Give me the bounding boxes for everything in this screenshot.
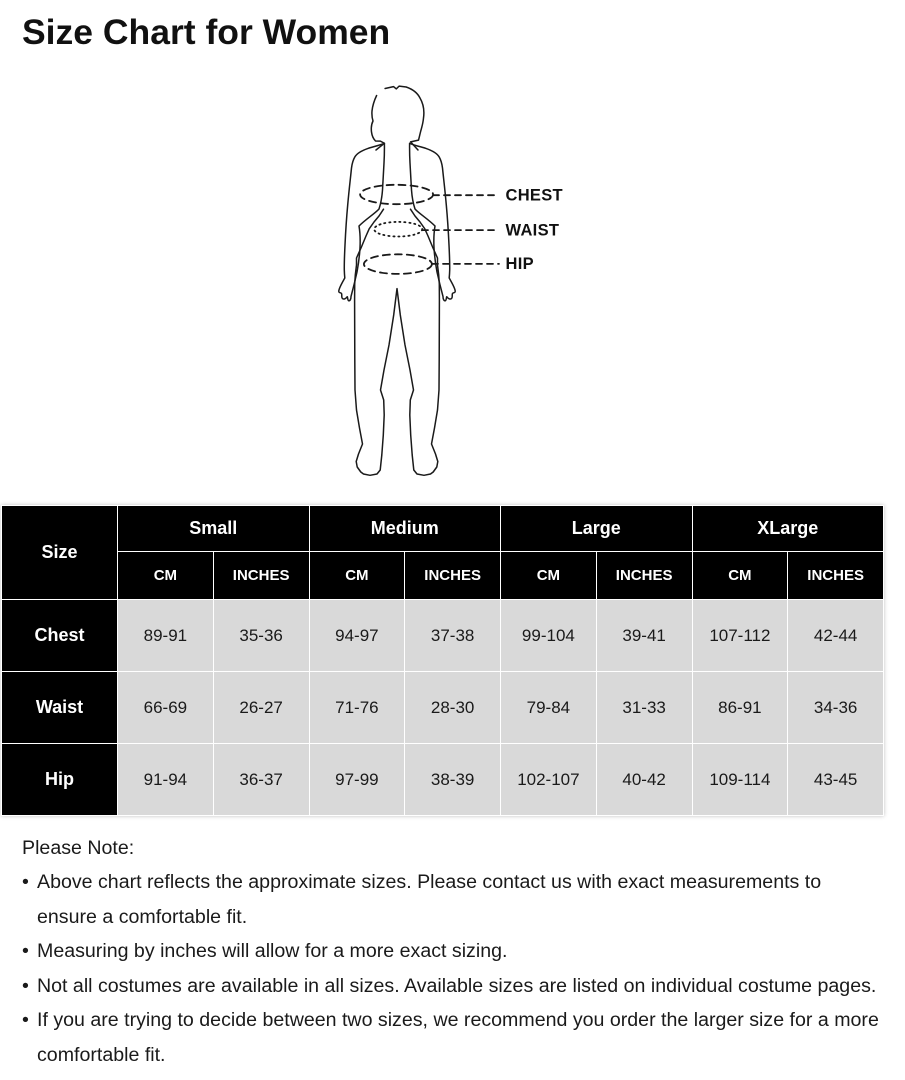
svg-text:WAIST: WAIST — [506, 221, 560, 239]
svg-text:CHEST: CHEST — [506, 187, 563, 205]
svg-text:HIP: HIP — [506, 255, 534, 273]
